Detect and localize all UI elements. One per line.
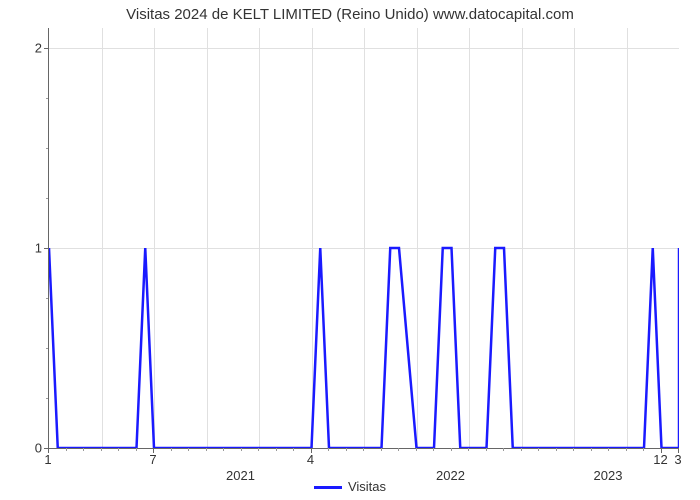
x-year-label: 2023 [594,468,623,483]
y-tick-label: 1 [35,241,42,256]
visits-chart: Visitas 2024 de KELT LIMITED (Reino Unid… [0,0,700,500]
x-month-label: 4 [307,452,314,467]
x-month-label: 1 [44,452,51,467]
x-month-label: 3 [674,452,681,467]
series-line [49,28,679,448]
legend-swatch [314,486,342,489]
x-month-label: 7 [149,452,156,467]
y-tick-label: 2 [35,41,42,56]
plot-area [48,28,679,449]
x-month-label: 12 [653,452,667,467]
y-tick-label: 0 [35,441,42,456]
x-year-label: 2021 [226,468,255,483]
chart-title: Visitas 2024 de KELT LIMITED (Reino Unid… [0,6,700,23]
x-year-label: 2022 [436,468,465,483]
legend-label: Visitas [348,479,386,494]
